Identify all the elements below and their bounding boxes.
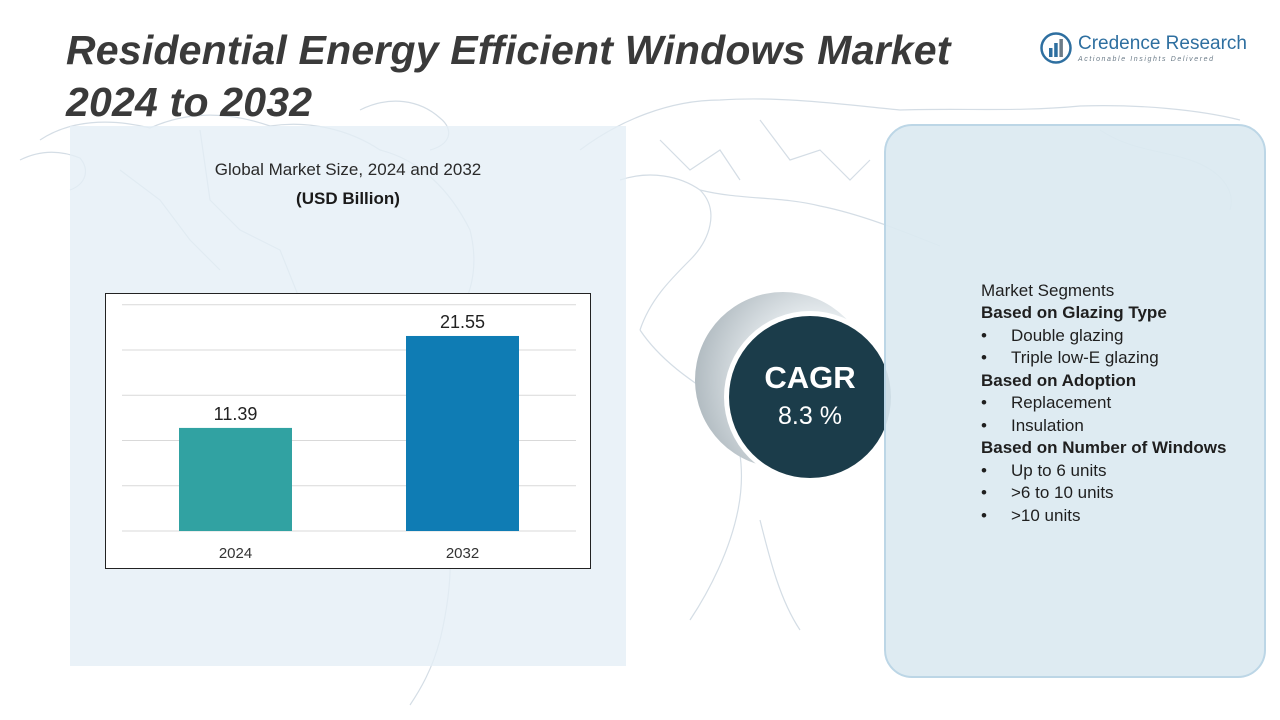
segment-item-label: Insulation [1011,415,1084,435]
data-label: 11.39 [214,404,258,424]
segment-item: • Up to 6 units [981,460,1266,483]
bar-chart: 11.39 2024 21.55 2032 [105,293,591,569]
segment-item: • Double glazing [981,325,1266,348]
segment-item-label: >10 units [1011,505,1081,525]
chart-title: Global Market Size, 2024 and 2032 [214,160,482,179]
market-segments: Market Segments Based on Glazing Type • D… [981,280,1266,527]
bar-chart-logo-icon [1040,32,1072,64]
chart-unit: (USD Billion) [296,189,400,208]
segment-item-label: >6 to 10 units [1011,483,1114,502]
segment-group-title: Based on Adoption [981,370,1137,390]
segments-panel [884,124,1266,678]
page-title: Residential Energy Efficient Windows Mar… [66,27,951,125]
bullet-icon: • [981,325,987,345]
segment-item-label: Double glazing [1011,325,1124,345]
segment-group-title: Based on Glazing Type [981,303,1167,322]
cagr-badge: CAGR 8.3 % [729,316,891,478]
segment-group-title: Based on Number of Windows [981,438,1227,457]
bullet-icon: • [981,483,987,502]
cagr-value: 8.3 % [778,402,842,430]
bar-2024 [179,427,292,531]
segment-item: • Triple low-E glazing [981,347,1266,370]
segments-heading: Market Segments [981,281,1115,300]
segment-item: • Insulation [981,415,1266,438]
data-label: 21.55 [440,312,485,332]
bar-2032 [406,335,519,531]
segment-item-label: Up to 6 units [1011,460,1107,480]
cagr-label: CAGR [764,360,856,395]
segment-list: • Double glazing • Triple low-E glazing [981,325,1266,370]
bullet-icon: • [981,460,987,480]
segment-item-label: Replacement [1011,393,1112,412]
segment-item: • Replacement [981,392,1266,415]
segment-item: • >6 to 10 units [981,482,1266,505]
bar-chart-svg: 11.39 2024 21.55 2032 [122,304,576,562]
x-tick-label: 2032 [446,545,479,562]
logo-name: Credence Research [1078,33,1247,54]
company-logo: Credence Research Actionable Insights De… [1040,30,1255,70]
x-tick-label: 2024 [219,545,252,562]
bullet-icon: • [981,348,987,367]
segment-list: • Up to 6 units • >6 to 10 units • >10 unit… [981,460,1266,528]
bullet-icon: • [981,505,987,525]
segment-list: • Replacement • Insulation [981,392,1266,437]
bullet-icon: • [981,415,987,435]
segment-item-label: Triple low-E glazing [1011,348,1159,367]
logo-tagline: Actionable Insights Delivered [1078,56,1215,63]
bullet-icon: • [981,393,987,412]
segment-item: • >10 units [981,505,1266,528]
